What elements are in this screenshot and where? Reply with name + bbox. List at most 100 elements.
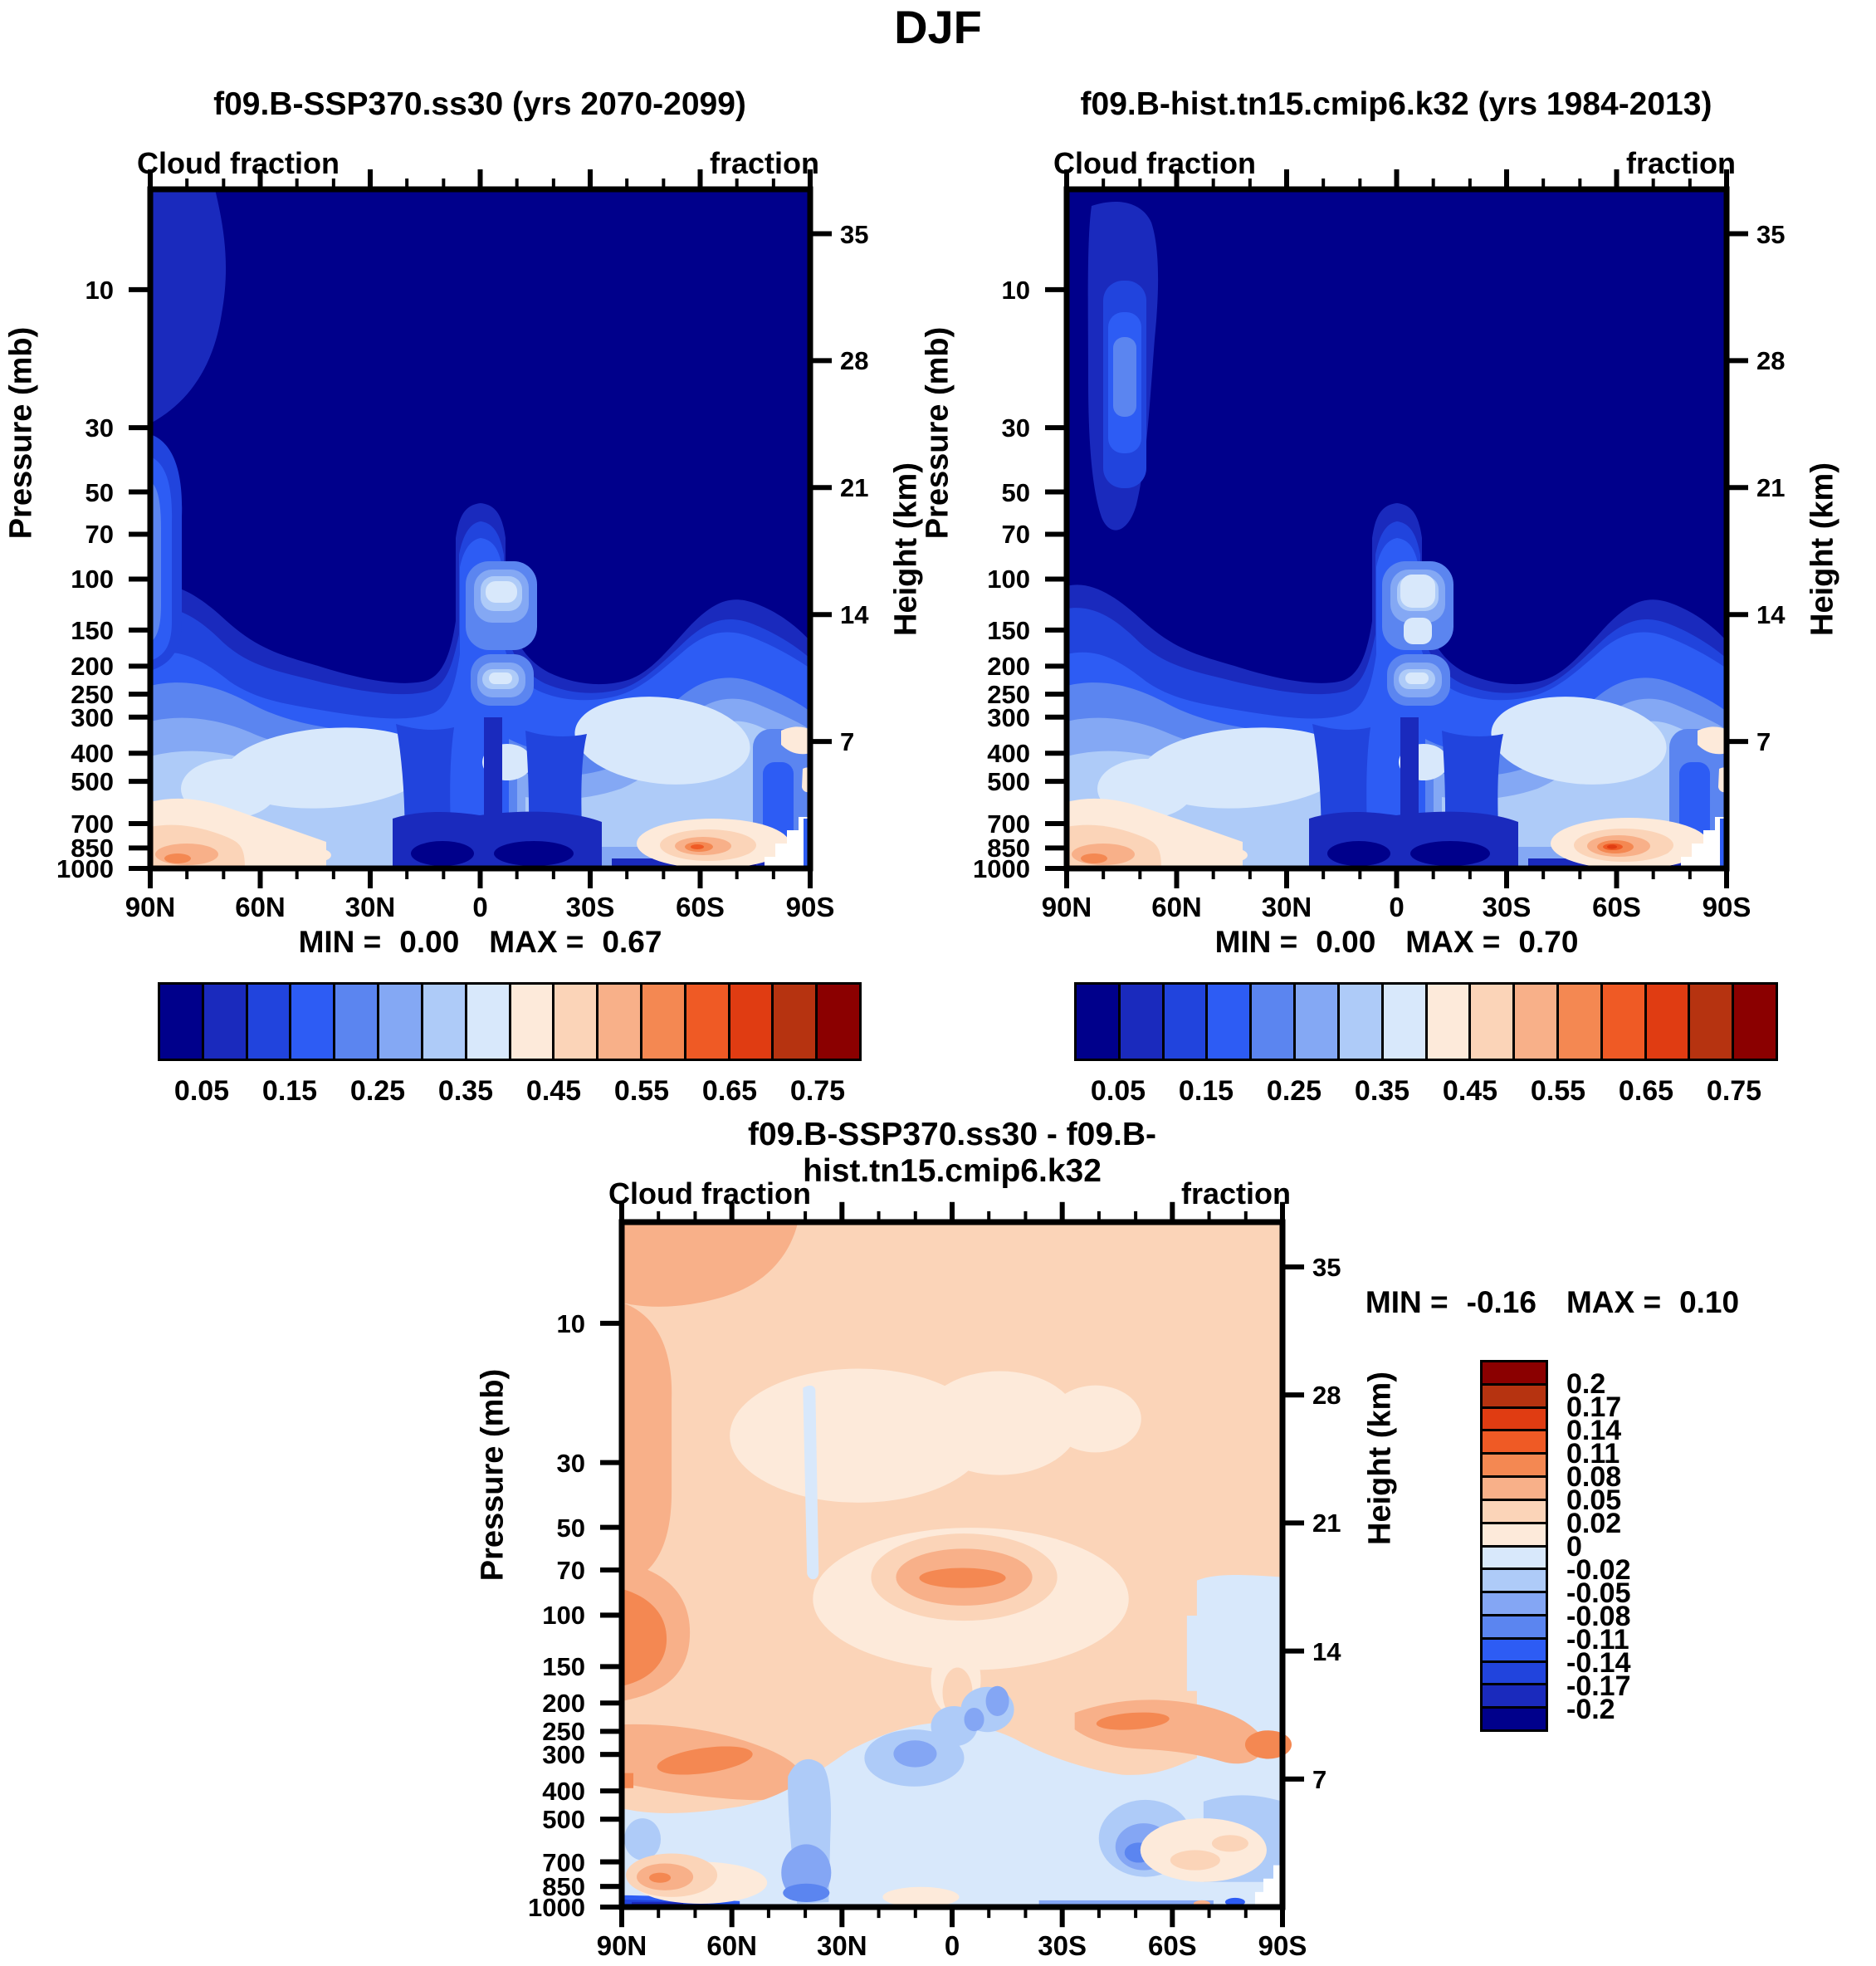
colorbar-cell [291,985,336,1059]
colorbar-cell [1483,1478,1546,1501]
colorbar-cell [335,985,380,1059]
colorbar-cell [1296,985,1340,1059]
colorbar-cell [1483,1408,1546,1432]
pressure-tick-label: 700 [542,1847,585,1877]
colorbar-tick-label: -0.14 [1566,1647,1631,1679]
pressure-tick-label: 10 [1001,275,1030,305]
pressure-tick-label: 500 [71,767,114,797]
pressure-tick-label: 400 [542,1777,585,1807]
panel-right-height-axis-label: Height (km) [1805,462,1840,636]
colorbar-tick-label: 0.55 [1530,1075,1586,1107]
colorbar-tick-label: 0 [1566,1531,1582,1563]
colorbar-tick-label: 0.08 [1566,1461,1622,1493]
colorbar-cell [1120,985,1165,1059]
colorbar-cell [1483,1523,1546,1548]
pressure-tick-label: 850 [987,834,1030,863]
lat-tick-label: 60N [1151,892,1202,922]
colorbar-tick-label: 0.05 [1090,1075,1146,1107]
colorbar-tick-label: 0.45 [525,1075,582,1107]
colorbar-tick-label: 0.65 [701,1075,758,1107]
pressure-tick-label: 200 [542,1689,585,1719]
pressure-tick-label: 200 [987,652,1030,682]
pressure-tick-label: 30 [85,413,114,443]
colorbar-tick-label: 0.25 [349,1075,406,1107]
lat-tick-label: 90N [1041,892,1092,922]
colorbar-tick-label: 0.55 [613,1075,670,1107]
lat-tick-label: 30S [565,892,615,922]
colorbar-tick-label: 0.25 [1266,1075,1322,1107]
lat-tick-label: 0 [1389,892,1405,922]
colorbar-tick-label: 0.35 [437,1075,494,1107]
colorbar-cell [160,985,204,1059]
pressure-tick-label: 100 [71,565,114,594]
panel-diff-minmax: MIN = -0.16 MAX = 0.10 [1365,1285,1740,1319]
lat-tick-label: 0 [944,1930,960,1961]
colorbar-cell [686,985,730,1059]
pressure-tick-label: 1000 [973,854,1030,883]
colorbar-cell [1515,985,1559,1059]
pressure-tick-label: 50 [556,1513,585,1543]
pressure-tick-label: 1000 [528,1893,585,1922]
pressure-tick-label: 850 [71,834,114,863]
pressure-tick-label: 500 [987,767,1030,797]
height-tick-label: 35 [840,219,869,249]
lat-tick-label: 30N [1261,892,1312,922]
lat-tick-label: 60S [1592,892,1641,922]
panel-left-title: f09.B-SSP370.ss30 (yrs 2070-2099) [213,86,746,122]
lat-tick-label: 60N [235,892,286,922]
colorbar-cell [423,985,467,1059]
colorbar-cell [1483,1385,1546,1409]
colorbar-cell [1383,985,1428,1059]
colorbar-cell [1690,985,1735,1059]
pressure-tick-label: 250 [542,1717,585,1747]
colorbar-tick-label: -0.11 [1566,1624,1629,1655]
panel-left-plot [129,169,832,888]
height-tick-label: 28 [1312,1381,1341,1411]
colorbar-cell [1077,985,1121,1059]
pressure-tick-label: 70 [1001,520,1030,550]
colorbar-tick-label: 0.17 [1566,1391,1622,1423]
lat-tick-label: 60N [706,1930,757,1961]
colorbar-tick-label: 0.02 [1566,1508,1622,1539]
pressure-tick-label: 250 [987,680,1030,710]
panel-left-subtitles: Cloud fraction fraction [137,146,819,181]
height-tick-label: 21 [840,473,869,503]
colorbar-cell [1646,985,1691,1059]
colorbar-cell [598,985,642,1059]
colorbar-cell [1734,985,1776,1059]
lat-tick-label: 30N [817,1930,867,1961]
colorbar-cell [1483,1431,1546,1455]
lat-tick-label: 0 [472,892,488,922]
pressure-tick-label: 70 [85,520,114,550]
pressure-tick-label: 300 [71,702,114,732]
lat-tick-label: 90N [125,892,176,922]
pressure-tick-label: 50 [1001,477,1030,507]
pressure-tick-label: 400 [987,739,1030,769]
colorbar-cell [203,985,248,1059]
panel-diff-subtitle-left: Cloud fraction [608,1176,811,1210]
colorbar-tick-label: 0.2 [1566,1368,1606,1400]
colorbar-tick-label: 0.11 [1566,1438,1620,1470]
figure-title: DJF [894,1,982,53]
panel-diff-colorbar [1480,1360,1548,1732]
panel-left-height-axis-label: Height (km) [888,462,924,636]
colorbar-cell [1252,985,1297,1059]
colorbar-cell [247,985,292,1059]
panel-right-subtitle-left: Cloud fraction [1053,146,1256,180]
pressure-tick-label: 500 [542,1805,585,1835]
colorbar-cell [1602,985,1647,1059]
colorbar-tick-label: -0.05 [1566,1577,1631,1609]
lat-tick-label: 30N [344,892,396,922]
panel-diff-subtitle-right: fraction [1180,1176,1291,1210]
pressure-tick-label: 300 [987,702,1030,732]
colorbar-cell [774,985,818,1059]
pressure-tick-label: 50 [85,477,114,507]
pressure-tick-label: 150 [71,615,114,645]
colorbar-tick-label: 0.05 [173,1075,230,1107]
colorbar-tick-label: 0.05 [1566,1484,1622,1516]
pressure-tick-label: 250 [71,680,114,710]
lat-tick-label: 60S [1147,1930,1197,1961]
pressure-tick-label: 700 [71,809,114,839]
height-tick-label: 35 [1312,1252,1341,1282]
